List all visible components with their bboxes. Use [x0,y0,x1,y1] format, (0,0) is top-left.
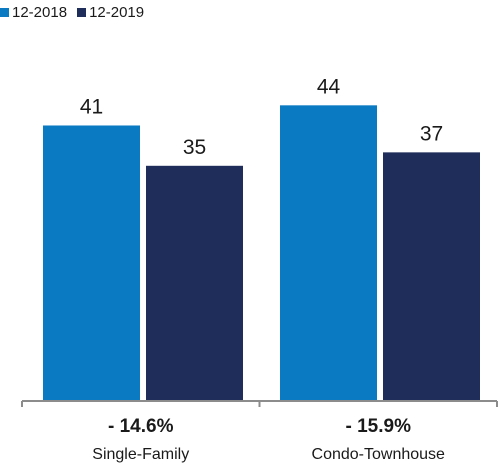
bar-12-2019-1 [383,152,480,401]
value-label-12-2019-0: 35 [183,136,206,159]
category-label-1: Condo-Townhouse [312,446,446,463]
legend-swatch-2018 [0,7,9,17]
legend-swatch-2019 [77,7,87,17]
bar-12-2019-0 [146,165,243,401]
bar-12-2018-0 [43,125,140,401]
value-label-12-2018-1: 44 [317,75,341,98]
value-label-12-2019-1: 37 [420,122,443,145]
legend-item-2018: 12-2018 [0,4,67,21]
chart-legend: 12-2018 12-2019 [0,0,144,24]
value-label-12-2018-0: 41 [80,95,103,118]
legend-item-2019: 12-2019 [77,4,144,21]
change-label-1: - 15.9% [346,416,412,437]
legend-label-2018: 12-2018 [12,3,68,21]
change-label-0: - 14.6% [108,416,174,437]
legend-label-2019: 12-2019 [89,3,145,21]
bar-12-2018-1 [280,105,377,401]
category-label-0: Single-Family [92,446,189,463]
